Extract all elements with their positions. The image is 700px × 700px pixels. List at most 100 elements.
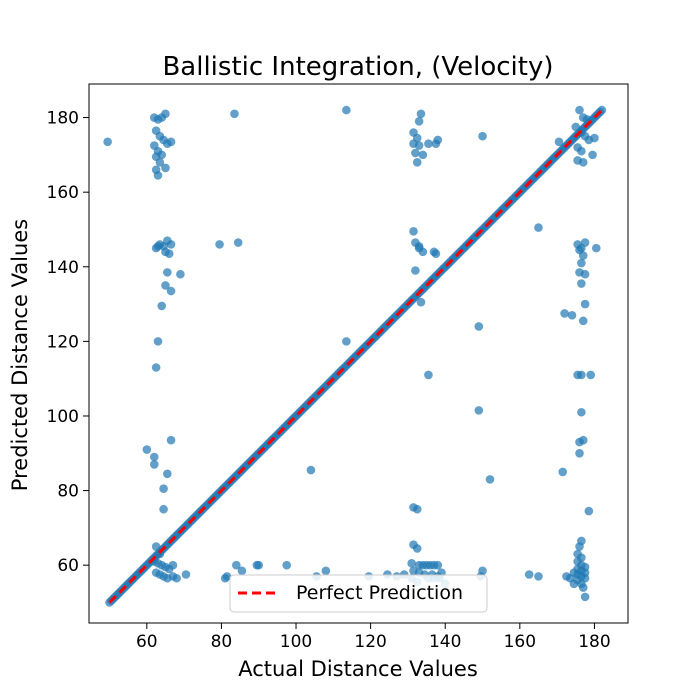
data-point: [578, 435, 588, 445]
data-point: [571, 122, 581, 132]
data-point: [155, 158, 165, 167]
data-point: [254, 560, 264, 570]
y-tick-label: 160: [47, 183, 79, 203]
y-axis-label: Predicted Distance Values: [8, 219, 32, 491]
data-point: [478, 131, 487, 141]
data-point: [560, 309, 569, 318]
data-point: [412, 158, 422, 167]
data-point: [163, 469, 172, 479]
data-point: [524, 570, 534, 579]
data-marks: [103, 105, 607, 607]
data-point: [153, 171, 163, 180]
data-point: [418, 247, 428, 257]
data-point: [578, 251, 588, 260]
data-point: [580, 592, 590, 602]
data-point: [590, 133, 599, 143]
data-point: [412, 504, 422, 514]
data-point: [321, 566, 331, 576]
y-tick-label: 180: [47, 109, 79, 129]
data-point: [584, 506, 594, 516]
data-point: [176, 269, 185, 279]
data-point: [215, 240, 224, 249]
data-point: [149, 460, 159, 469]
data-point: [591, 243, 601, 253]
data-point: [416, 297, 426, 307]
data-point: [578, 158, 588, 167]
data-point: [433, 135, 443, 145]
data-point: [342, 337, 351, 346]
data-point: [554, 137, 564, 147]
x-tick-label: 160: [504, 632, 536, 652]
y-tick-label: 140: [47, 258, 79, 278]
legend-label: Perfect Prediction: [296, 582, 463, 604]
x-axis-label: Actual Distance Values: [238, 657, 478, 681]
data-point: [588, 150, 597, 160]
data-point: [409, 227, 418, 236]
data-point: [142, 445, 152, 454]
data-point: [166, 435, 176, 445]
data-point: [151, 363, 161, 372]
y-tick-label: 80: [57, 482, 79, 502]
data-point: [164, 249, 174, 259]
plot-area: 60 80 100 120 140 160 180 60 80 100 120 140 160 180: [47, 83, 629, 652]
data-point: [237, 566, 247, 576]
data-point: [431, 249, 441, 259]
data-point: [578, 583, 588, 592]
data-point: [172, 573, 181, 583]
data-point: [577, 258, 586, 268]
chart-title: Ballistic Integration, (Velocity): [162, 52, 553, 82]
y-tick-label: 100: [47, 407, 79, 427]
data-point: [306, 465, 316, 475]
data-point: [569, 579, 579, 589]
data-point: [342, 105, 351, 115]
data-point: [577, 146, 586, 156]
data-point: [411, 266, 420, 275]
legend: Perfect Prediction: [229, 574, 488, 613]
data-point: [166, 240, 176, 249]
data-point: [161, 281, 170, 290]
data-point: [149, 452, 159, 462]
data-point: [580, 269, 590, 279]
data-point: [166, 286, 176, 296]
data-point: [220, 573, 230, 583]
x-tick-label: 100: [280, 632, 312, 652]
data-point: [575, 105, 584, 115]
data-point: [424, 370, 433, 380]
data-point: [151, 542, 161, 551]
data-point: [567, 310, 577, 320]
x-tick-label: 180: [578, 632, 610, 652]
x-tick-label: 140: [429, 632, 461, 652]
data-point: [586, 370, 595, 380]
data-point: [163, 268, 172, 277]
data-point: [485, 475, 495, 484]
data-point: [416, 109, 426, 119]
data-point: [282, 560, 291, 570]
data-point: [161, 163, 170, 173]
legend-box: [229, 574, 488, 613]
data-point: [412, 544, 422, 553]
y-tick-label: 120: [47, 332, 79, 352]
data-point: [418, 150, 428, 160]
data-point: [558, 467, 568, 477]
data-point: [414, 117, 424, 126]
data-point: [474, 322, 484, 331]
data-point: [232, 560, 241, 570]
perfect-prediction-line: [108, 109, 603, 604]
data-point: [157, 301, 167, 311]
data-point: [233, 238, 243, 247]
data-point: [168, 560, 178, 570]
data-point: [159, 504, 168, 514]
data-point: [103, 137, 112, 147]
x-tick-label: 60: [136, 632, 158, 652]
data-point: [534, 223, 543, 232]
data-point: [577, 279, 586, 288]
data-point: [181, 570, 191, 579]
data-point: [424, 139, 433, 148]
data-point: [153, 337, 163, 346]
data-point: [575, 542, 584, 551]
data-point: [166, 137, 176, 147]
data-point: [577, 370, 586, 380]
data-point: [407, 559, 416, 568]
data-point: [575, 448, 584, 458]
